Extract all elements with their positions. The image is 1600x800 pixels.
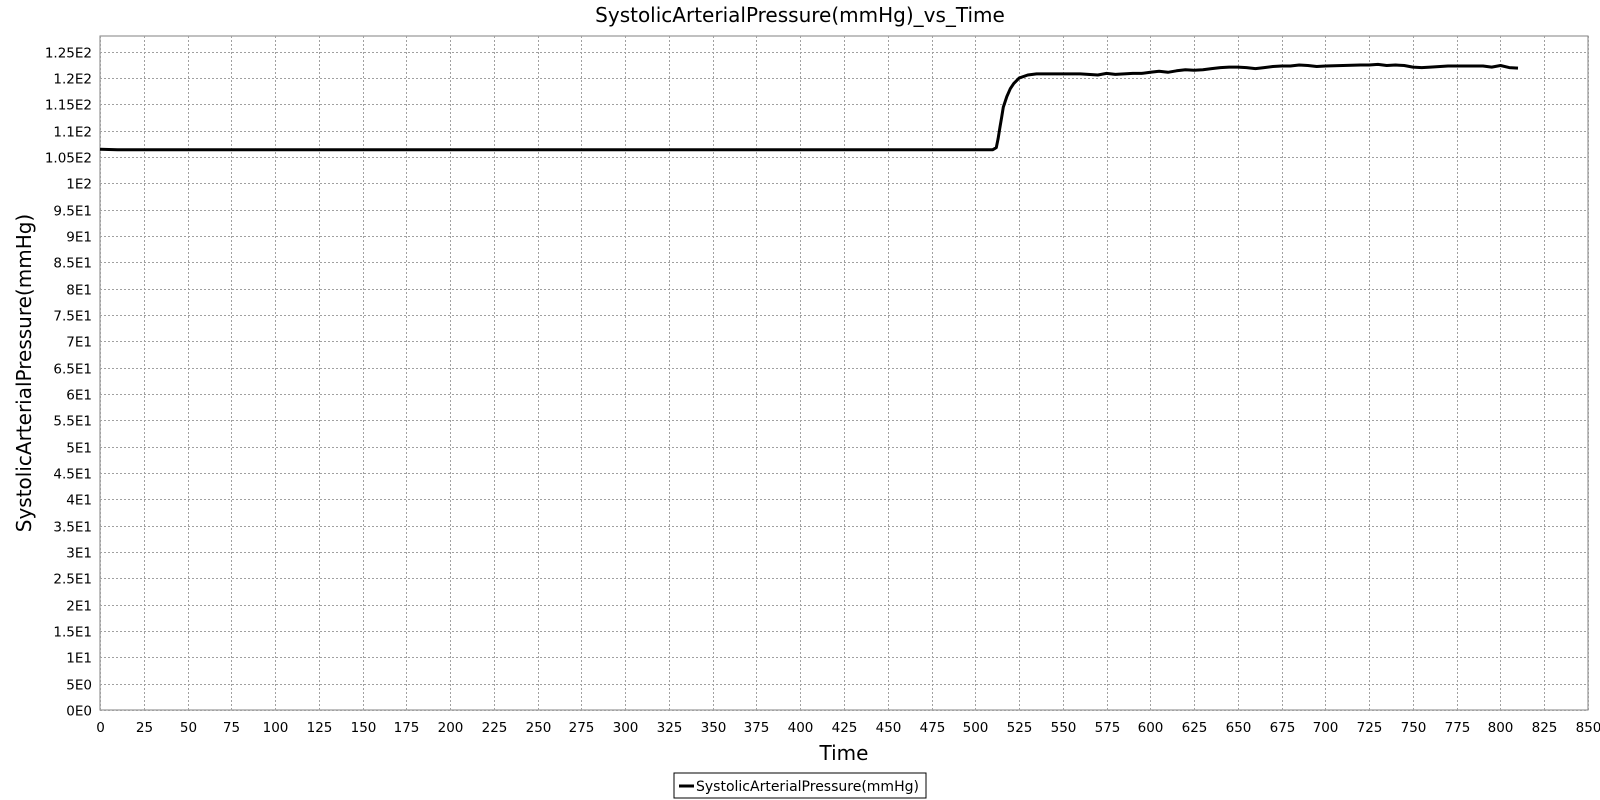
- legend: SystolicArterialPressure(mmHg): [673, 772, 927, 799]
- y-tick-label: 2.5E1: [53, 572, 92, 588]
- x-tick-label: 750: [1401, 720, 1427, 736]
- x-tick-label: 275: [569, 720, 595, 736]
- y-tick-label: 5E0: [66, 678, 92, 694]
- x-tick-label: 300: [613, 720, 639, 736]
- y-axis-title: SystolicArterialPressure(mmHg): [12, 214, 36, 533]
- x-tick-label: 100: [263, 720, 289, 736]
- x-tick-label: 675: [1270, 720, 1296, 736]
- x-tick-label: 200: [438, 720, 464, 736]
- y-tick-label: 4.5E1: [53, 467, 92, 483]
- y-tick-label: 0E0: [66, 704, 92, 720]
- x-tick-label: 75: [223, 720, 240, 736]
- x-tick-label: 550: [1051, 720, 1077, 736]
- x-tick-label: 375: [744, 720, 770, 736]
- x-tick-label: 250: [526, 720, 552, 736]
- x-tick-label: 325: [657, 720, 683, 736]
- y-tick-label: 4E1: [66, 493, 92, 509]
- y-tick-label: 2E1: [66, 599, 92, 615]
- legend-label: SystolicArterialPressure(mmHg): [696, 779, 919, 795]
- y-tick-label: 8E1: [66, 283, 92, 299]
- x-tick-label: 700: [1313, 720, 1339, 736]
- x-tick-label: 25: [136, 720, 153, 736]
- y-tick-label: 9E1: [66, 230, 92, 246]
- x-tick-label: 625: [1182, 720, 1208, 736]
- y-axis-ticks: 0E0 5E0 1E1 1.5E1 2E1 2.5E1 3E1 3.5E1 4E1 4.5E1 5E…: [45, 46, 92, 720]
- y-tick-label: 5E1: [66, 441, 92, 457]
- x-axis-ticks: 0 25 50 75 100 125 150 175 200 225 250 275 300 325 350…: [96, 720, 1600, 736]
- x-tick-label: 575: [1095, 720, 1121, 736]
- y-tick-label: 1.05E2: [45, 151, 92, 167]
- y-tick-label: 1.15E2: [45, 98, 92, 114]
- x-tick-label: 600: [1138, 720, 1164, 736]
- y-tick-label: 3.5E1: [53, 520, 92, 536]
- x-tick-label: 650: [1226, 720, 1252, 736]
- series-layer: [99, 62, 1519, 152]
- x-tick-label: 725: [1357, 720, 1383, 736]
- x-tick-label: 150: [351, 720, 377, 736]
- x-tick-label: 125: [307, 720, 333, 736]
- y-tick-label: 3E1: [66, 546, 92, 562]
- y-tick-label: 7E1: [66, 335, 92, 351]
- x-tick-label: 50: [180, 720, 197, 736]
- x-tick-label: 525: [1007, 720, 1033, 736]
- y-tick-label: 7.5E1: [53, 309, 92, 325]
- series-line-0: [99, 62, 1519, 152]
- x-tick-label: 825: [1532, 720, 1558, 736]
- x-tick-label: 775: [1445, 720, 1471, 736]
- x-tick-label: 475: [920, 720, 946, 736]
- y-tick-label: 1.1E2: [53, 125, 92, 141]
- x-tick-label: 400: [788, 720, 814, 736]
- x-axis-title: Time: [819, 741, 869, 765]
- x-tick-label: 500: [963, 720, 989, 736]
- y-tick-label: 1E2: [66, 177, 92, 193]
- x-tick-label: 450: [876, 720, 902, 736]
- y-tick-label: 1.25E2: [45, 46, 92, 62]
- legend-box: [673, 772, 927, 799]
- y-tick-label: 1.2E2: [53, 72, 92, 88]
- x-tick-label: 175: [394, 720, 420, 736]
- y-tick-label: 9.5E1: [53, 204, 92, 220]
- x-tick-label: 850: [1576, 720, 1600, 736]
- x-tick-label: 800: [1488, 720, 1514, 736]
- y-tick-label: 6.5E1: [53, 362, 92, 378]
- y-tick-label: 1.5E1: [53, 625, 92, 641]
- chart-title: SystolicArterialPressure(mmHg)_vs_Time: [595, 3, 1005, 27]
- x-tick-label: 425: [832, 720, 858, 736]
- y-tick-label: 8.5E1: [53, 256, 92, 272]
- x-tick-label: 350: [701, 720, 727, 736]
- x-tick-label: 225: [482, 720, 508, 736]
- y-tick-label: 1E1: [66, 651, 92, 667]
- x-tick-label: 0: [96, 720, 105, 736]
- y-tick-label: 6E1: [66, 388, 92, 404]
- y-tick-label: 5.5E1: [53, 414, 92, 430]
- grid: [100, 36, 1589, 711]
